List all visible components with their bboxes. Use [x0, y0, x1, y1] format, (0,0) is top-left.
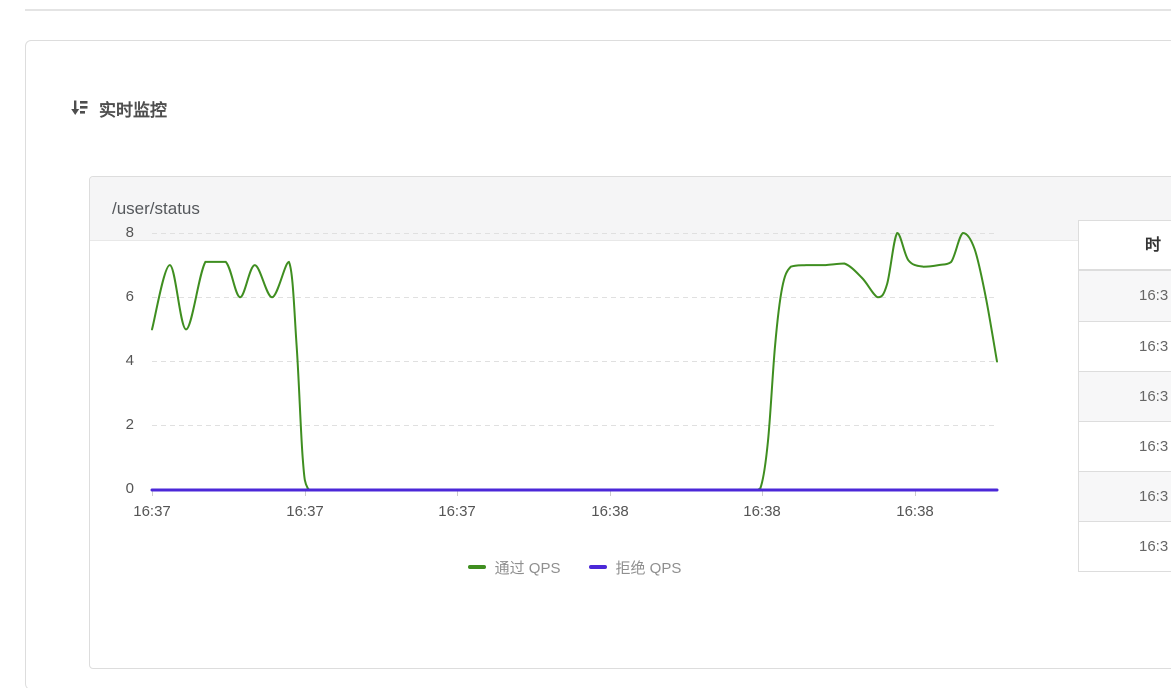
x-axis-label: 16:37	[286, 503, 324, 520]
chart-legend: 通过 QPS 拒绝 QPS	[152, 556, 997, 578]
y-axis-label: 8	[125, 224, 134, 241]
table-row: 16:3	[1079, 471, 1171, 521]
card-header: 实时监控	[69, 96, 167, 120]
x-axis-tick	[915, 490, 916, 496]
y-axis-label: 2	[125, 416, 134, 433]
gridline	[152, 297, 997, 298]
realtime-monitoring-card: 实时监控 /user/status	[25, 40, 1171, 688]
x-axis-tick	[762, 490, 763, 496]
table-row: 16:3	[1079, 371, 1171, 421]
resource-panel-header: /user/status	[90, 177, 1171, 241]
y-axis-label: 4	[125, 352, 134, 369]
gridline	[152, 233, 997, 234]
reject-qps-label: 拒绝 QPS	[615, 559, 682, 577]
table-row: 16:3	[1079, 521, 1171, 571]
legend-item-reject-qps[interactable]: 拒绝 QPS	[588, 557, 682, 578]
gridline	[152, 361, 997, 362]
resource-name: /user/status	[112, 198, 200, 218]
x-axis-label: 16:37	[438, 503, 476, 520]
series-line-0	[151, 231, 998, 492]
reject-qps-marker	[588, 565, 607, 569]
resource-panel: /user/status	[89, 176, 1171, 669]
x-axis-label: 16:38	[896, 503, 934, 520]
card-title-label: 实时监控	[99, 100, 167, 120]
table-row: 16:3	[1079, 421, 1171, 471]
x-axis-label: 16:38	[743, 503, 781, 520]
x-axis-label: 16:37	[133, 503, 171, 520]
pass-qps-marker	[467, 565, 486, 569]
gridline	[152, 425, 997, 426]
x-axis-tick	[152, 490, 153, 496]
y-axis-label: 0	[125, 480, 134, 497]
table-header-time: 时	[1079, 221, 1171, 271]
pass-qps-label: 通过 QPS	[494, 559, 561, 577]
legend-item-pass-qps[interactable]: 通过 QPS	[467, 557, 561, 578]
table-row: 16:3	[1079, 321, 1171, 371]
x-axis-tick	[457, 490, 458, 496]
y-axis-label: 6	[125, 288, 134, 305]
table-row: 16:3	[1079, 271, 1171, 321]
x-axis-label: 16:38	[591, 503, 629, 520]
sort-amount-icon	[69, 98, 89, 118]
x-axis-tick	[305, 490, 306, 496]
line-chart-canvas[interactable]	[140, 215, 1010, 505]
top-divider	[25, 9, 1171, 11]
x-axis-tick	[610, 490, 611, 496]
metrics-table: 时 16:3 16:3 16:3 16:3 16:3 16:3	[1078, 220, 1171, 572]
